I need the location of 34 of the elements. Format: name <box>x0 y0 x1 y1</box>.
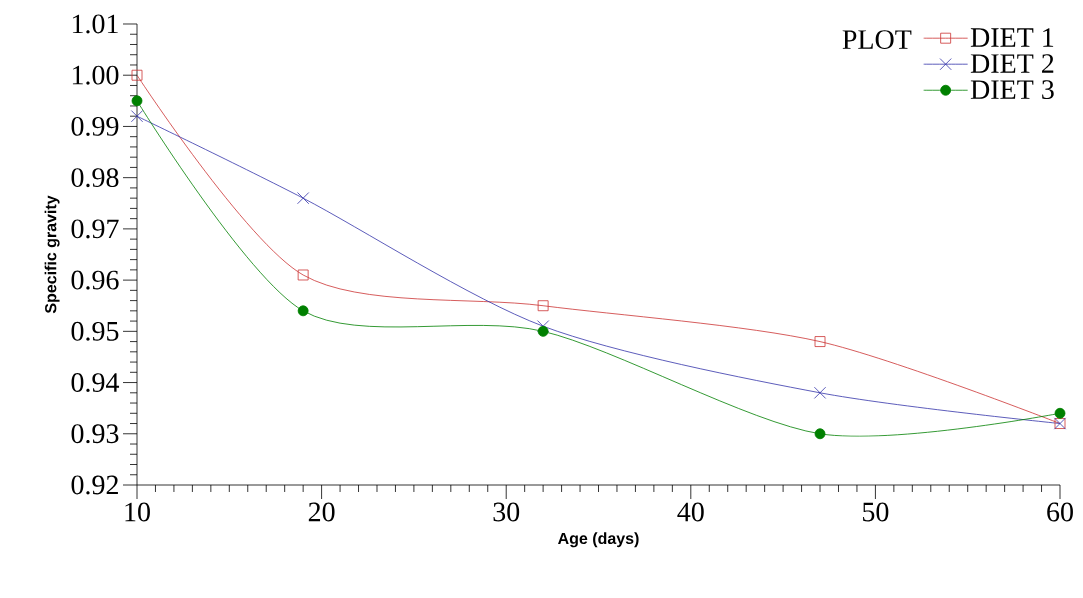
point <box>131 69 143 81</box>
y-tick-label: 0.98 <box>71 168 119 188</box>
x-tick-label: 30 <box>493 502 520 522</box>
legend-label: DIET 2 <box>970 54 1054 73</box>
point <box>131 95 143 107</box>
legend-label: DIET 3 <box>970 80 1054 100</box>
point <box>297 269 309 281</box>
point <box>297 305 309 317</box>
point <box>130 110 144 123</box>
legend-label: DIET 1 <box>970 28 1054 47</box>
x-tick-label: 60 <box>1047 502 1073 522</box>
x-tick-label: 20 <box>308 502 335 522</box>
legend-title: PLOT <box>842 30 912 49</box>
y-tick-label: 0.94 <box>71 373 120 393</box>
point <box>537 325 549 337</box>
x-tick-label: 50 <box>863 502 889 522</box>
y-axis-title: Specific gravity <box>44 195 60 314</box>
y-tick-label: 0.93 <box>71 424 119 444</box>
x-tick-label: 40 <box>677 502 704 522</box>
point <box>813 386 827 399</box>
y-tick-label: 1.00 <box>72 65 119 85</box>
y-tick-label: 0.99 <box>71 116 119 136</box>
point <box>814 428 826 440</box>
y-tick-label: 0.95 <box>71 321 119 341</box>
point <box>297 192 310 205</box>
x-tick-label: 10 <box>125 502 150 522</box>
y-tick-label: 0.92 <box>71 475 118 495</box>
point <box>814 336 826 347</box>
point <box>537 300 549 312</box>
point <box>1054 407 1066 419</box>
y-tick-label: 0.96 <box>71 270 119 290</box>
x-axis-title: Age (days) <box>558 532 639 548</box>
y-tick-label: 0.97 <box>71 219 119 239</box>
y-tick-label: 1.01 <box>72 14 118 34</box>
